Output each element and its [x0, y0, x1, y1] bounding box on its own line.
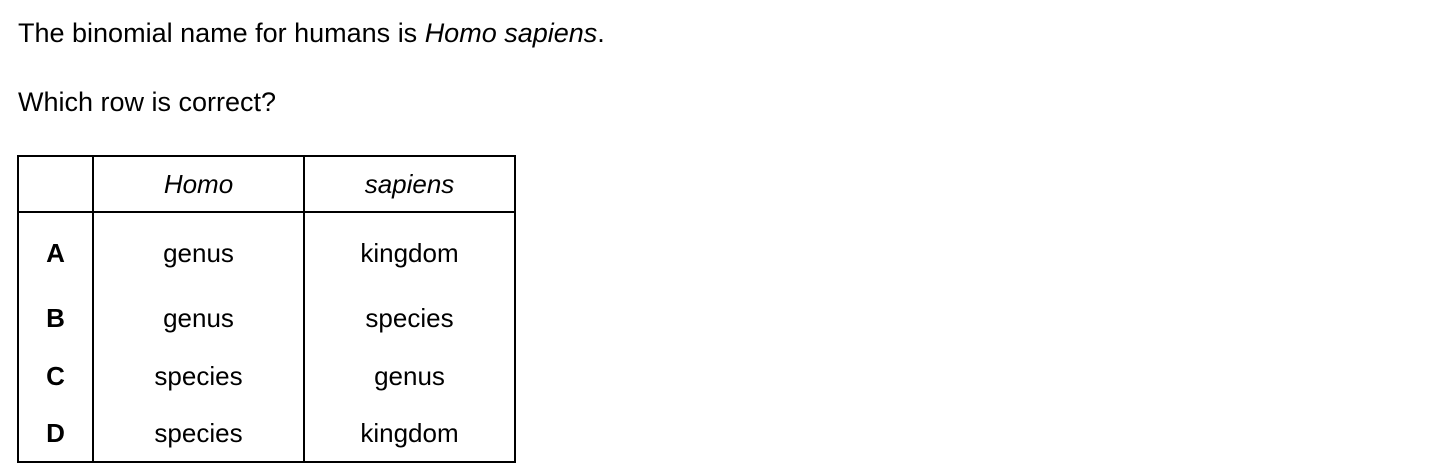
table-row-a: A genus kingdom — [17, 212, 516, 289]
question-prompt: Which row is correct? — [18, 87, 277, 117]
stem-prefix: The binomial name for humans is — [18, 18, 425, 48]
homo-cell: genus — [92, 212, 304, 289]
table-row-c: C species genus — [17, 347, 516, 405]
table-row-b: B genus species — [17, 289, 516, 347]
row-letter: A — [17, 212, 93, 289]
header-sapiens: sapiens — [303, 155, 516, 213]
sapiens-cell: kingdom — [303, 405, 516, 463]
header-homo: Homo — [92, 155, 304, 213]
question-stem: The binomial name for humans is Homo sap… — [18, 17, 605, 49]
stem-suffix: . — [597, 18, 605, 48]
header-blank — [17, 155, 93, 213]
table-header-row: Homo sapiens — [17, 155, 516, 213]
homo-cell: genus — [92, 289, 304, 347]
row-letter: D — [17, 405, 93, 463]
row-letter: C — [17, 347, 93, 405]
sapiens-cell: kingdom — [303, 212, 516, 289]
row-letter: B — [17, 289, 93, 347]
sapiens-cell: species — [303, 289, 516, 347]
sapiens-cell: genus — [303, 347, 516, 405]
homo-cell: species — [92, 347, 304, 405]
homo-cell: species — [92, 405, 304, 463]
binomial-name: Homo sapiens — [424, 18, 598, 48]
answer-options-table: Homo sapiens A genus kingdom B genus spe… — [17, 155, 516, 463]
table-row-d: D species kingdom — [17, 405, 516, 463]
